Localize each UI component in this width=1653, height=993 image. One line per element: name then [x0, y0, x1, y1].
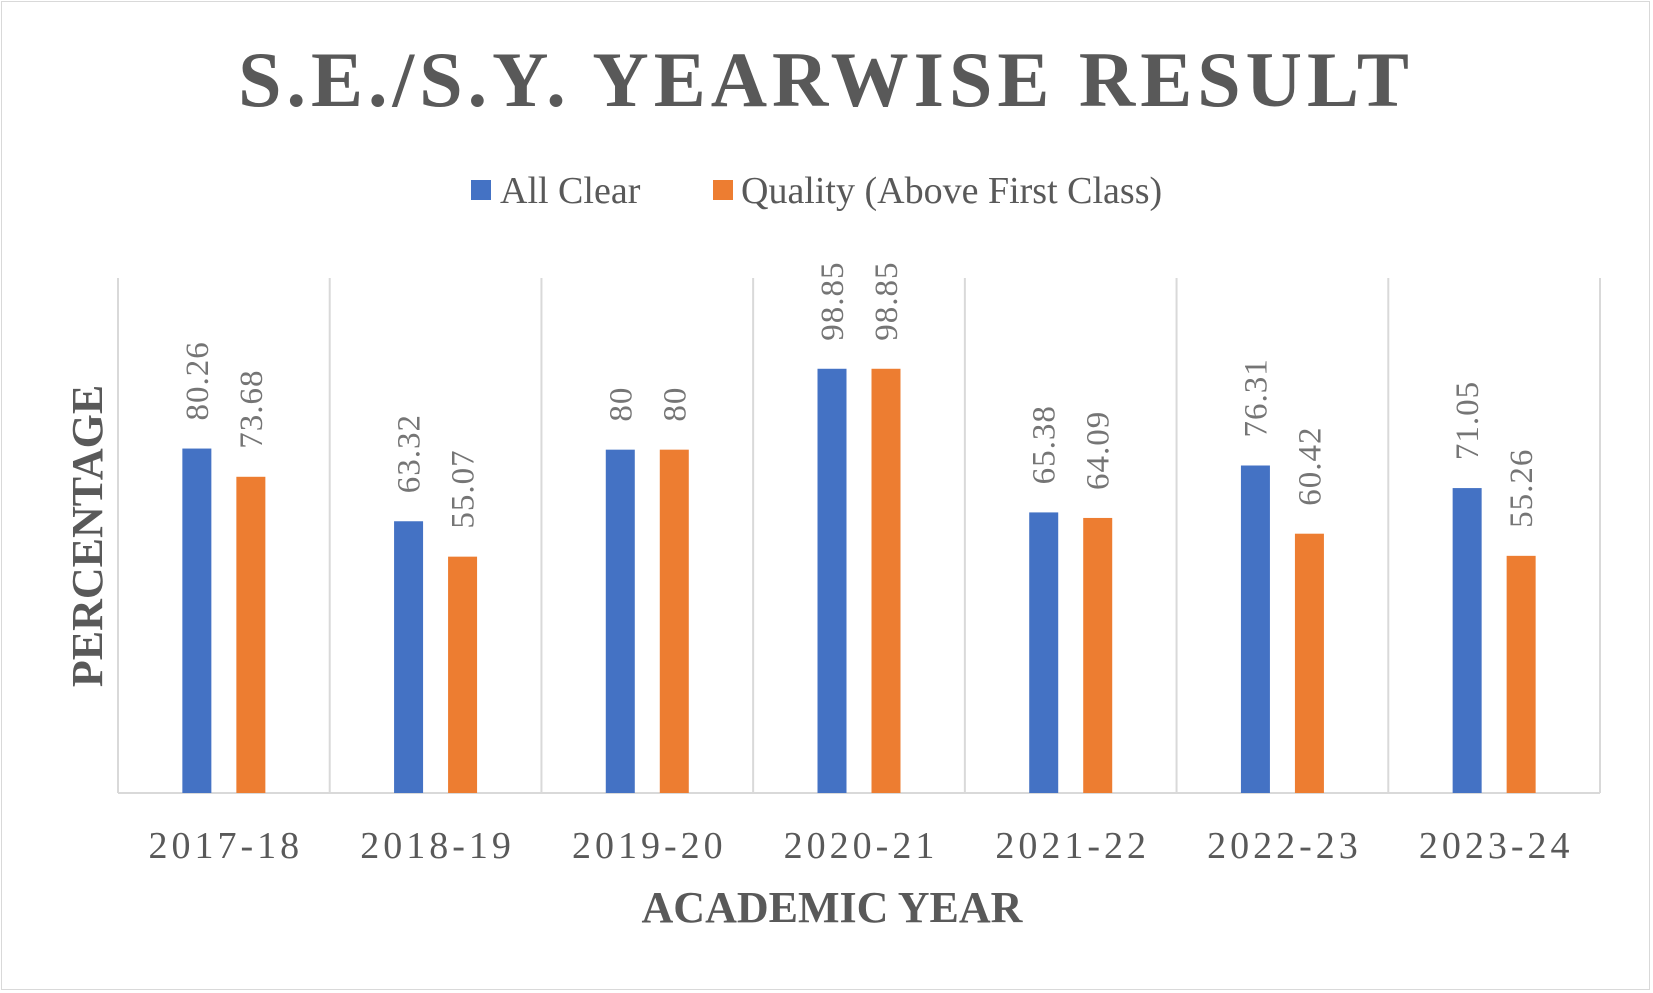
data-label: 80 [657, 387, 693, 422]
data-label: 55.26 [1504, 449, 1540, 528]
legend-swatch [713, 180, 733, 200]
y-axis-title: PERCENTAGE [63, 385, 112, 687]
data-label: 65.38 [1027, 405, 1063, 484]
x-tick-label: 2017-18 [149, 825, 304, 867]
legend-label: Quality (Above First Class) [741, 170, 1162, 212]
data-label: 98.85 [869, 262, 905, 341]
legend-swatch [471, 180, 491, 200]
bars [182, 368, 1536, 793]
data-label: 80 [603, 387, 639, 422]
data-label: 60.42 [1292, 426, 1328, 505]
bar [871, 368, 901, 793]
bar [659, 449, 689, 793]
x-tick-label: 2019-20 [572, 825, 727, 867]
x-tick-label: 2023-24 [1419, 825, 1574, 867]
data-label: 64.09 [1081, 411, 1117, 490]
bar [1240, 465, 1270, 793]
legend-label: All Clear [500, 170, 641, 212]
x-tick-label: 2018-19 [360, 825, 515, 867]
data-label: 80.26 [180, 341, 216, 420]
bar [1506, 555, 1536, 793]
x-tick-label: 2021-22 [995, 825, 1150, 867]
data-label: 63.32 [392, 414, 428, 493]
data-label: 71.05 [1450, 381, 1486, 460]
data-label: 76.31 [1238, 358, 1274, 437]
x-tick-label: 2020-21 [784, 825, 939, 867]
chart-title: S.E./S.Y. YEARWISE RESULT [238, 36, 1414, 123]
bar [1294, 533, 1324, 793]
bar [394, 521, 424, 793]
data-label: 98.85 [815, 262, 851, 341]
data-labels: 80.26 63.32 80 98.85 65.38 76.31 71.05 73.68 55.… [180, 262, 1540, 529]
bar [1083, 517, 1113, 793]
x-axis-title: ACADEMIC YEAR [642, 883, 1024, 932]
bar [1029, 512, 1059, 793]
data-label: 55.07 [446, 449, 482, 528]
bar [182, 448, 212, 793]
bar [1452, 488, 1482, 793]
bar [817, 368, 847, 793]
bar [236, 476, 266, 793]
bar [605, 449, 635, 793]
x-axis-tick-labels: 2017-18 2018-19 2019-20 2020-21 2021-22 2022-… [149, 825, 1574, 867]
bar [448, 556, 478, 793]
data-label: 73.68 [234, 370, 270, 449]
legend: All Clear Quality (Above First Class) [471, 170, 1162, 212]
x-tick-label: 2022-23 [1207, 825, 1362, 867]
plot-grid [117, 278, 1601, 794]
